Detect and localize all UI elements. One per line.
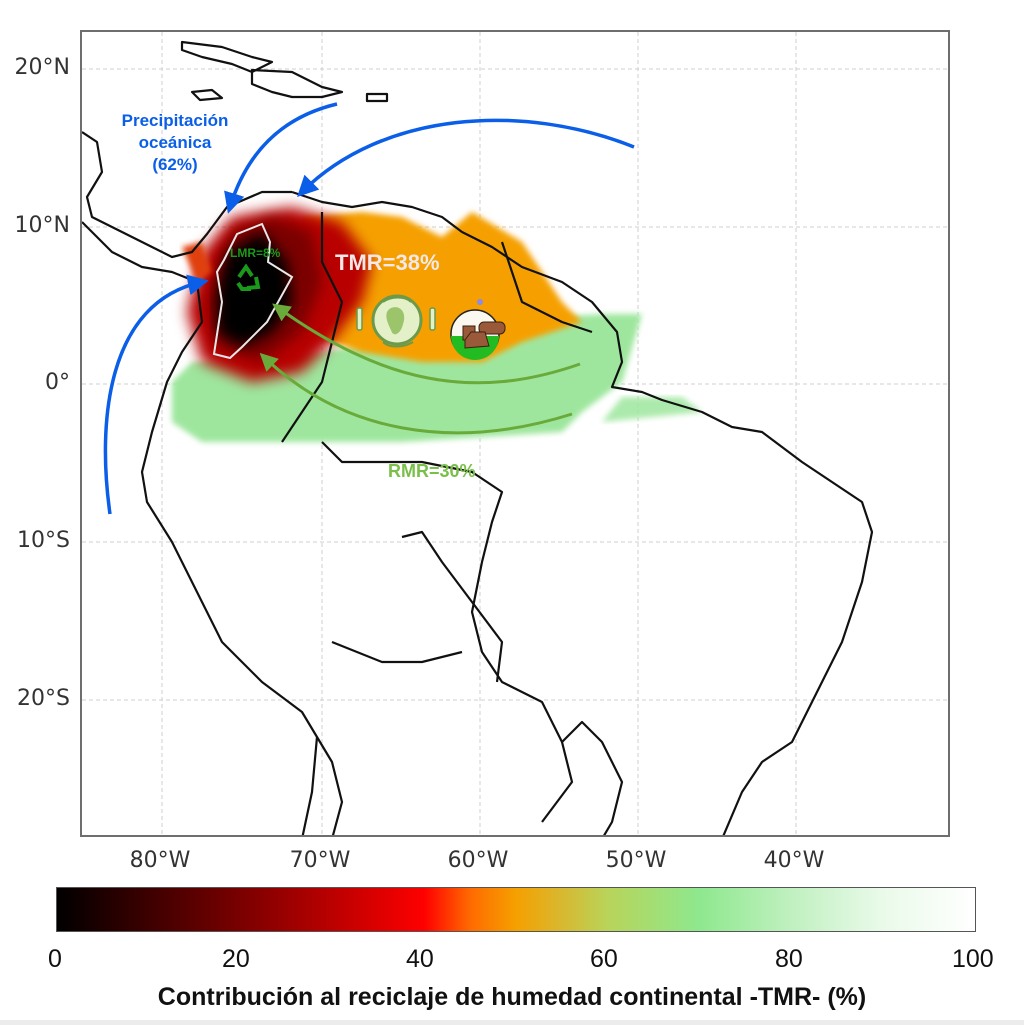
gridlines	[82, 32, 948, 835]
colorbar-tick-80: 80	[775, 945, 803, 973]
lon-label-70w: 70°W	[289, 848, 351, 873]
colorbar-title: Contribución al reciclaje de humedad con…	[157, 983, 867, 1011]
lmr-label: LMR=8%	[230, 246, 281, 260]
lon-label-40w: 40°W	[763, 848, 825, 873]
lat-label-10n: 10°N	[14, 213, 70, 238]
lon-label-80w: 80°W	[129, 848, 191, 873]
bottom-strip	[0, 1020, 1024, 1025]
lat-label-20n: 20°N	[14, 55, 70, 80]
colorbar-tick-40: 40	[406, 945, 434, 973]
regional-arrows	[259, 303, 581, 435]
regional-arrow-1	[272, 303, 581, 385]
earth-climate-icon	[356, 294, 436, 348]
lat-label-0: 0°	[45, 370, 70, 395]
lat-label-20s: 20°S	[17, 686, 70, 711]
ocean-precip-line-2: oceánica	[138, 133, 212, 152]
map-frame	[80, 30, 950, 837]
colorbar-tick-0: 0	[48, 945, 62, 973]
rmr-label: RMR=30%	[388, 461, 476, 481]
colorbar-tick-100: 100	[952, 945, 994, 973]
map-canvas	[82, 32, 948, 835]
heatmap-layer	[172, 207, 702, 442]
regional-arrow-2	[259, 352, 573, 435]
colorbar-tick-60: 60	[590, 945, 618, 973]
ocean-precipitation-label: Precipitación oceánica (62%)	[110, 110, 240, 176]
lat-label-10s: 10°S	[17, 528, 70, 553]
colorbar-tick-20: 20	[222, 945, 250, 973]
ocean-arrow-atlantic	[297, 118, 635, 197]
ocean-arrow-pacific	[103, 274, 209, 515]
ocean-precip-line-1: Precipitación	[121, 111, 229, 130]
lon-label-50w: 50°W	[605, 848, 667, 873]
recycle-icon	[236, 263, 261, 291]
colorbar	[56, 887, 976, 932]
coastlines	[82, 40, 874, 835]
ocean-precip-line-3: (62%)	[152, 155, 198, 174]
tmr-label: TMR=38%	[335, 250, 440, 275]
deforestation-icon	[450, 299, 506, 360]
ocean-arrows	[103, 102, 635, 515]
lon-label-60w: 60°W	[447, 848, 509, 873]
ocean-arrow-caribbean	[224, 102, 338, 214]
